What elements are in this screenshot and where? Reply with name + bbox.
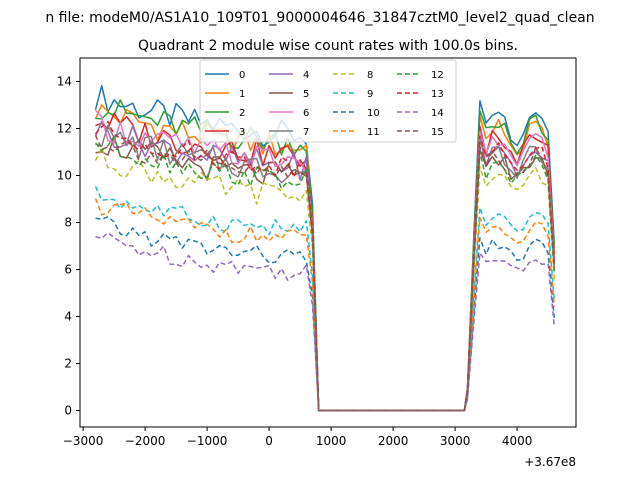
figure-suptitle: n file: modeM0/AS1A10_109T01_9000004646_… [45,10,594,26]
plot-frame [79,57,577,428]
legend-label-7: 7 [303,127,309,138]
y-tick-label: 0 [64,404,72,418]
legend-label-4: 4 [303,70,309,81]
y-tick-label: 2 [64,357,72,371]
x-tick-label: −1000 [187,434,228,448]
x-axis: −3000 −2000 −1000 0 1000 2000 3000 4000 [63,427,533,448]
y-tick-label: 14 [57,75,72,89]
series-line-11 [94,198,556,412]
x-tick-label: 3000 [440,434,471,448]
y-tick-label: 8 [64,216,72,230]
x-tick-label: 2000 [378,434,409,448]
legend-label-1: 1 [239,89,245,100]
legend-label-0: 0 [239,70,245,81]
legend-label-9: 9 [367,89,373,100]
legend-label-5: 5 [303,89,309,100]
series-line-10 [95,216,556,412]
series-line-14 [95,232,556,412]
x-axis-offset-label: +3.67e8 [524,455,576,469]
y-tick-label: 4 [64,310,72,324]
legend-label-6: 6 [303,108,309,119]
y-tick-label: 12 [57,122,72,136]
y-tick-label: 10 [57,169,72,183]
x-tick-label: 1000 [316,434,347,448]
legend-label-11: 11 [367,127,380,138]
legend-label-3: 3 [239,127,245,138]
legend-label-12: 12 [431,70,444,81]
legend-label-8: 8 [367,70,373,81]
series-line-7 [95,124,556,412]
legend-box [199,59,457,143]
y-axis: 0 2 4 6 8 10 12 14 [57,75,80,418]
legend-label-14: 14 [431,108,444,119]
legend-label-2: 2 [239,108,245,119]
series-line-8 [94,146,556,412]
chart-title: Quadrant 2 module wise count rates with … [138,38,518,54]
x-tick-label: 0 [265,434,273,448]
x-tick-label: −3000 [63,434,104,448]
series-line-6 [94,109,556,412]
x-tick-label: −2000 [125,434,166,448]
x-tick-label: 4000 [502,434,533,448]
y-tick-label: 6 [64,263,72,277]
legend-label-13: 13 [431,89,444,100]
legend-label-15: 15 [431,127,444,138]
legend-label-10: 10 [367,108,380,119]
series-line-9 [94,186,556,412]
series-line-15 [94,134,556,412]
